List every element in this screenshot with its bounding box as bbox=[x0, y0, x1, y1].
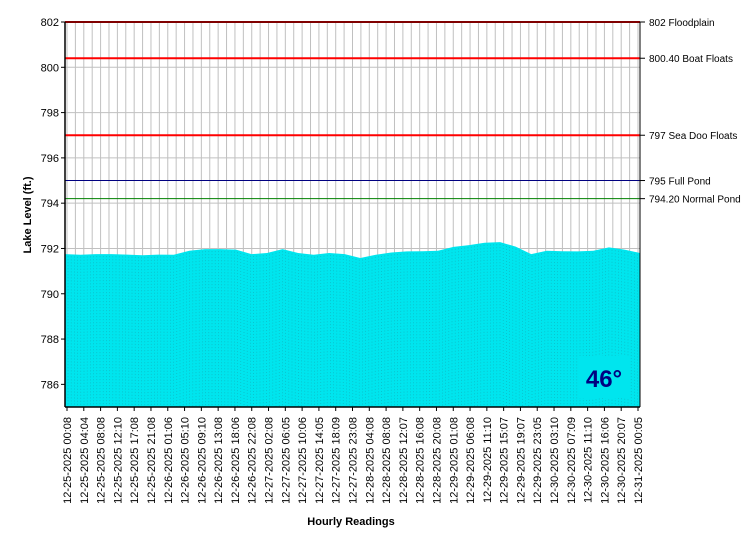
reference-line-label: 797 Sea Doo Floats bbox=[649, 131, 737, 142]
x-tick-label: 12-28-2025 20:08 bbox=[431, 417, 443, 504]
x-tick-label: 12-29-2025 19:07 bbox=[515, 417, 527, 504]
x-tick-label: 12-25-2025 00:08 bbox=[62, 417, 74, 504]
reference-line-label: 794.20 Normal Pond bbox=[649, 195, 741, 206]
x-tick-label: 12-26-2025 18:06 bbox=[230, 417, 242, 504]
x-tick-label: 12-27-2025 10:06 bbox=[297, 417, 309, 504]
x-axis-ticks: 12-25-2025 00:08 12-25-2025 04:04 12-25-20… bbox=[62, 407, 645, 504]
x-tick-label: 12-30-2025 20:07 bbox=[616, 417, 628, 504]
x-tick-label: 12-26-2025 13:08 bbox=[213, 417, 225, 504]
x-tick-label: 12-29-2025 15:07 bbox=[499, 417, 511, 504]
y-tick-label: 796 bbox=[41, 153, 59, 165]
y-tick-label: 792 bbox=[41, 243, 59, 255]
x-tick-label: 12-25-2025 12:10 bbox=[112, 417, 124, 504]
x-tick-label: 12-29-2025 01:08 bbox=[448, 417, 460, 504]
x-tick-label: 12-26-2025 22:08 bbox=[247, 417, 259, 504]
x-tick-label: 12-27-2025 14:05 bbox=[314, 417, 326, 504]
x-tick-label: 12-27-2025 23:08 bbox=[348, 417, 360, 504]
x-tick-label: 12-27-2025 02:08 bbox=[264, 417, 276, 504]
reference-line-label: 802 Floodplain bbox=[649, 18, 715, 29]
temperature-value: 46° bbox=[586, 366, 622, 393]
x-tick-label: 12-25-2025 04:04 bbox=[79, 417, 91, 504]
x-tick-label: 12-28-2025 08:08 bbox=[381, 417, 393, 504]
x-tick-label: 12-29-2025 11:10 bbox=[482, 417, 494, 503]
x-tick-label: 12-25-2025 17:08 bbox=[129, 417, 141, 504]
y-axis-ticks: 786 788 790 792 794 796 798 800 802 bbox=[41, 17, 65, 391]
y-tick-label: 786 bbox=[41, 379, 59, 391]
x-tick-label: 12-27-2025 06:05 bbox=[280, 417, 292, 504]
x-tick-label: 12-26-2025 01:06 bbox=[163, 417, 175, 504]
reference-line-labels: 802 Floodplain 800.40 Boat Floats 797 Sea … bbox=[640, 18, 741, 206]
x-tick-label: 12-28-2025 16:08 bbox=[415, 417, 427, 504]
y-tick-label: 802 bbox=[41, 17, 59, 29]
x-tick-label: 12-30-2025 11:10 bbox=[583, 417, 595, 503]
x-tick-label: 12-28-2025 04:08 bbox=[364, 417, 376, 504]
x-tick-label: 12-26-2025 09:10 bbox=[196, 417, 208, 504]
temperature-badge bbox=[578, 356, 630, 398]
x-tick-label: 12-29-2025 23:05 bbox=[532, 417, 544, 504]
y-tick-label: 790 bbox=[41, 289, 59, 301]
x-tick-label: 12-27-2025 18:09 bbox=[331, 417, 343, 504]
reference-line-label: 795 Full Pond bbox=[649, 177, 711, 188]
x-tick-label: 12-30-2025 07:09 bbox=[566, 417, 578, 504]
x-axis-title: Hourly Readings bbox=[307, 516, 394, 528]
y-axis-title: Lake Level (ft.) bbox=[22, 176, 34, 253]
reference-line-label: 800.40 Boat Floats bbox=[649, 54, 733, 65]
y-tick-label: 788 bbox=[41, 334, 59, 346]
x-tick-label: 12-31-2025 00:05 bbox=[633, 417, 645, 504]
x-tick-label: 12-30-2025 16:06 bbox=[599, 417, 611, 504]
y-tick-label: 800 bbox=[41, 62, 59, 74]
x-tick-label: 12-28-2025 12:07 bbox=[398, 417, 410, 504]
x-tick-label: 12-30-2025 03:10 bbox=[549, 417, 561, 504]
y-tick-label: 794 bbox=[41, 198, 59, 210]
x-tick-label: 12-26-2025 05:10 bbox=[180, 417, 192, 504]
x-tick-label: 12-25-2025 21:08 bbox=[146, 417, 158, 504]
x-tick-label: 12-29-2025 06:08 bbox=[465, 417, 477, 504]
y-tick-label: 798 bbox=[41, 108, 59, 120]
x-tick-label: 12-25-2025 08:08 bbox=[96, 417, 108, 504]
